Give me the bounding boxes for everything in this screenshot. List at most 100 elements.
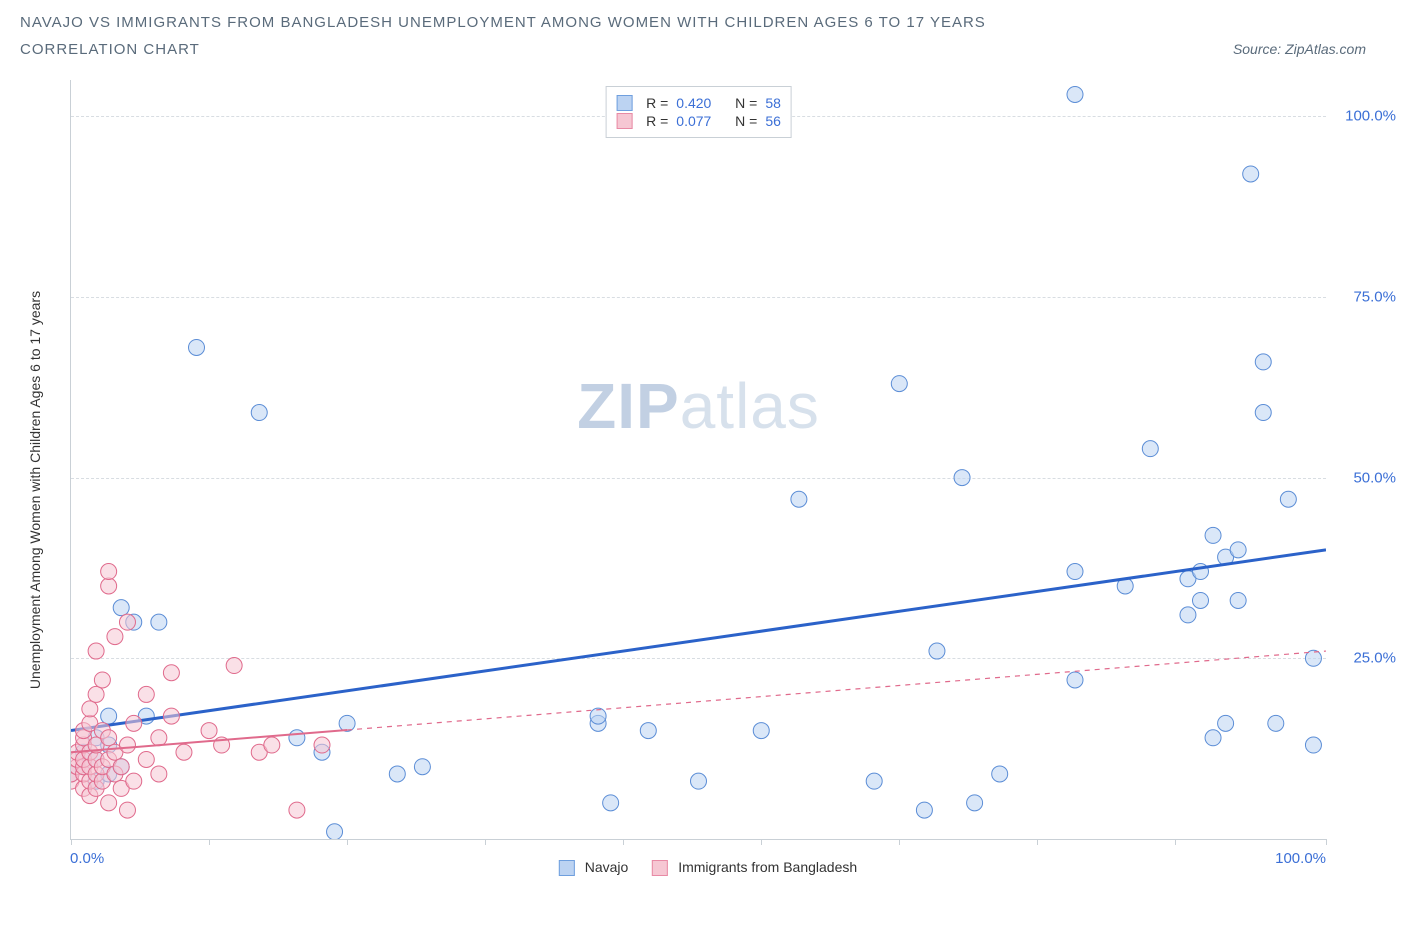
y-axis-label: Unemployment Among Women with Children A… [27,291,43,689]
data-point [992,766,1008,782]
data-point [113,600,129,616]
data-point [126,773,142,789]
data-point [101,578,117,594]
trend-line [71,550,1326,731]
data-point [1142,441,1158,457]
trend-line-dashed [347,651,1326,730]
data-point [1243,166,1259,182]
n-label: N = [735,95,757,111]
data-point [1218,715,1234,731]
plot-area: ZIPatlas R = 0.420 N = 58 R = 0.077 N = … [70,80,1326,840]
data-point [1230,592,1246,608]
data-point [1280,491,1296,507]
legend-swatch-navajo [616,95,632,111]
legend-swatch-bangladesh [616,113,632,129]
chart-title-line1: NAVAJO VS IMMIGRANTS FROM BANGLADESH UNE… [20,14,1386,31]
x-min-label: 0.0% [70,850,104,867]
r-value: 0.420 [676,95,711,111]
source-name: ZipAtlas.com [1285,41,1366,57]
legend-label: Immigrants from Bangladesh [678,859,857,875]
data-point [1205,730,1221,746]
data-point [1067,86,1083,102]
correlation-legend: R = 0.420 N = 58 R = 0.077 N = 56 [605,86,792,138]
data-point [101,730,117,746]
data-point [189,339,205,355]
chart-container: Unemployment Among Women with Children A… [30,80,1386,900]
data-point [1255,405,1271,421]
data-point [640,723,656,739]
data-point [414,759,430,775]
data-point [1205,527,1221,543]
data-point [389,766,405,782]
data-point [891,376,907,392]
data-point [1067,564,1083,580]
data-point [339,715,355,731]
data-point [138,751,154,767]
data-point [1193,592,1209,608]
data-point [151,766,167,782]
legend-swatch-navajo [559,860,575,876]
source-prefix: Source: [1233,41,1285,57]
legend-item: Immigrants from Bangladesh [652,859,857,876]
data-point [126,715,142,731]
data-point [327,824,343,839]
legend-label: Navajo [585,859,629,875]
data-point [1180,607,1196,623]
data-point [1230,542,1246,558]
legend-row: R = 0.077 N = 56 [616,113,781,129]
data-point [113,759,129,775]
data-point [954,470,970,486]
data-point [691,773,707,789]
data-point [916,802,932,818]
data-point [289,802,305,818]
y-tick-label: 25.0% [1336,650,1396,667]
data-point [82,701,98,717]
n-label: N = [735,113,757,129]
source-label: Source: ZipAtlas.com [1233,41,1386,57]
data-point [1067,672,1083,688]
data-point [163,708,179,724]
data-point [1305,737,1321,753]
legend-row: R = 0.420 N = 58 [616,95,781,111]
series-legend: Navajo Immigrants from Bangladesh [559,859,857,876]
data-point [107,629,123,645]
data-point [753,723,769,739]
data-point [163,665,179,681]
data-point [314,737,330,753]
data-point [119,737,135,753]
data-point [226,658,242,674]
data-point [101,708,117,724]
data-point [603,795,619,811]
r-label: R = [646,95,668,111]
x-max-label: 100.0% [1275,850,1326,867]
n-value: 56 [765,113,781,129]
data-point [151,730,167,746]
scatter-svg [71,80,1326,839]
data-point [101,564,117,580]
data-point [151,614,167,630]
data-point [94,672,110,688]
data-point [264,737,280,753]
n-value: 58 [765,95,781,111]
data-point [101,795,117,811]
y-tick-label: 50.0% [1336,469,1396,486]
data-point [289,730,305,746]
data-point [1255,354,1271,370]
data-point [88,686,104,702]
data-point [251,405,267,421]
data-point [119,614,135,630]
data-point [1268,715,1284,731]
data-point [866,773,882,789]
data-point [119,802,135,818]
data-point [201,723,217,739]
r-value: 0.077 [676,113,711,129]
y-tick-label: 75.0% [1336,288,1396,305]
r-label: R = [646,113,668,129]
chart-header: NAVAJO VS IMMIGRANTS FROM BANGLADESH UNE… [0,0,1406,62]
data-point [929,643,945,659]
legend-swatch-bangladesh [652,860,668,876]
chart-title-line2: CORRELATION CHART [20,41,200,58]
y-tick-label: 100.0% [1336,108,1396,125]
data-point [88,643,104,659]
data-point [791,491,807,507]
